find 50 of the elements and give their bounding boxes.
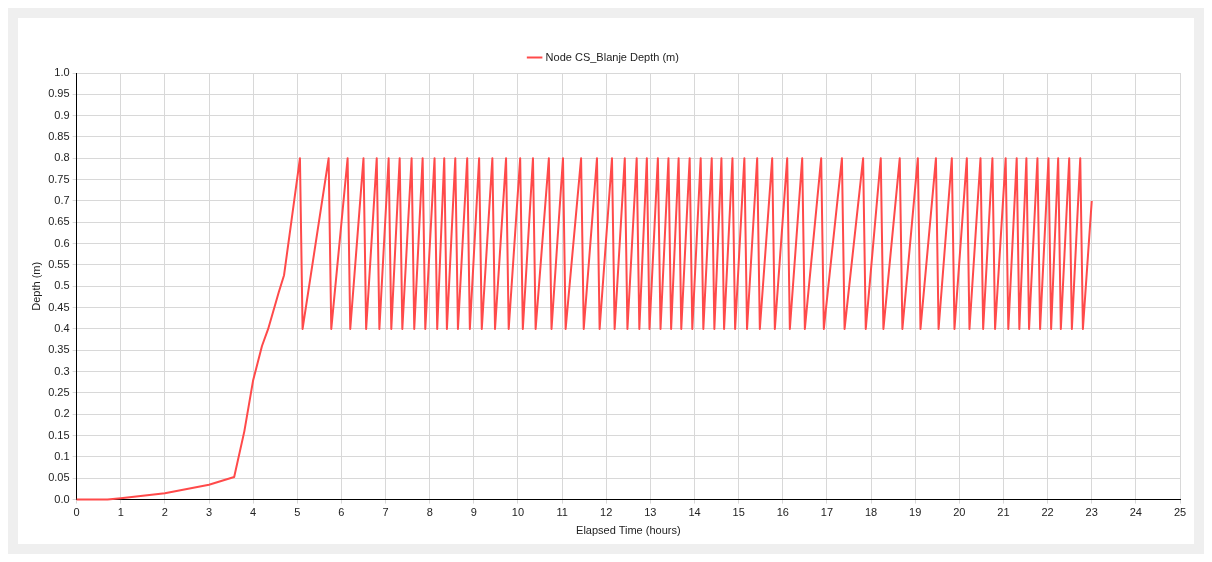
x-tick-label: 10 xyxy=(511,506,525,519)
x-tick-label: 16 xyxy=(776,506,789,519)
y-tick-label: 0.0 xyxy=(54,492,70,505)
x-tick-label: 14 xyxy=(688,506,701,519)
x-tick-label: 12 xyxy=(600,506,613,519)
x-tick-label: 15 xyxy=(732,506,745,519)
x-tick-label: 24 xyxy=(1129,506,1142,519)
x-tick-label: 4 xyxy=(250,506,257,519)
y-axis-title: Depth (m) xyxy=(29,261,42,311)
y-tick-label: 0.45 xyxy=(48,300,70,313)
x-tick-label: 2 xyxy=(161,506,168,519)
x-tick-label: 5 xyxy=(294,506,301,519)
x-tick-label: 17 xyxy=(820,506,834,519)
y-tick-label: 0.15 xyxy=(48,428,70,441)
x-tick-label: 9 xyxy=(470,506,477,519)
y-tick-label: 0.85 xyxy=(48,130,70,143)
x-tick-label: 6 xyxy=(338,506,345,519)
x-tick-label: 23 xyxy=(1085,506,1098,519)
x-tick-label: 18 xyxy=(864,506,878,519)
y-tick-label: 0.05 xyxy=(48,471,70,484)
x-tick-label: 7 xyxy=(382,506,389,519)
y-tick-label: 0.3 xyxy=(54,364,70,377)
y-tick-label: 0.5 xyxy=(54,279,70,292)
x-tick-label: 20 xyxy=(953,506,966,519)
y-tick-label: 0.2 xyxy=(54,407,70,420)
x-tick-label: 8 xyxy=(426,506,433,519)
y-tick-label: 0.6 xyxy=(54,236,70,249)
y-tick-label: 0.4 xyxy=(54,321,70,334)
y-tick-label: 0.7 xyxy=(54,194,70,207)
x-tick-label: 19 xyxy=(909,506,922,519)
x-tick-label: 11 xyxy=(556,506,568,519)
x-tick-label: 13 xyxy=(644,506,657,519)
y-tick-label: 0.1 xyxy=(54,449,70,462)
y-tick-label: 1.0 xyxy=(54,66,70,79)
x-tick-label: 1 xyxy=(117,506,124,519)
x-tick-label: 25 xyxy=(1173,506,1187,519)
y-tick-label: 0.25 xyxy=(48,385,70,398)
x-axis-title: Elapsed Time (hours) xyxy=(576,524,681,537)
x-tick-label: 22 xyxy=(1041,506,1054,519)
y-tick-label: 0.95 xyxy=(48,87,70,100)
y-tick-label: 0.9 xyxy=(54,108,70,121)
x-tick-label: 0 xyxy=(73,506,80,519)
y-tick-label: 0.35 xyxy=(48,343,70,356)
y-tick-label: 0.55 xyxy=(48,258,70,270)
x-tick-label: 21 xyxy=(997,506,1010,519)
y-tick-label: 0.8 xyxy=(54,151,70,164)
legend-label: Node CS_Blanje Depth (m) xyxy=(545,50,679,63)
x-tick-label: 3 xyxy=(205,506,213,519)
y-tick-label: 0.75 xyxy=(48,172,70,185)
y-tick-label: 0.65 xyxy=(48,215,70,228)
